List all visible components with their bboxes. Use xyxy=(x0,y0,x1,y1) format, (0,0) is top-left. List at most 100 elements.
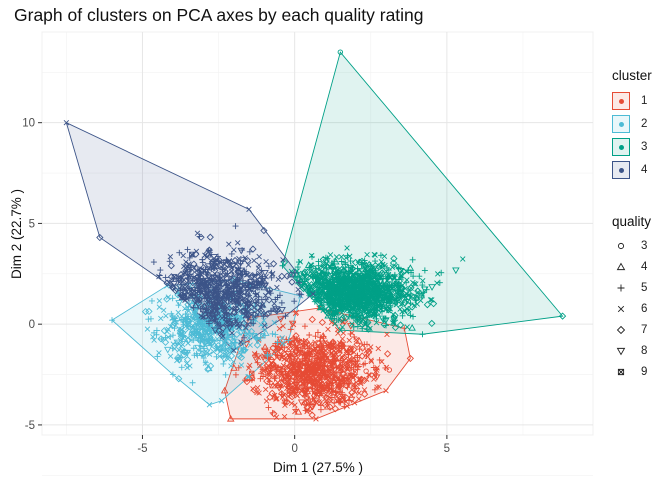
point-cluster-3 xyxy=(364,297,371,304)
point-cluster-1 xyxy=(258,370,265,377)
quality-shape-icon xyxy=(617,242,625,249)
point-cluster-1 xyxy=(264,365,273,372)
point-cluster-2 xyxy=(202,360,209,366)
point-cluster-3 xyxy=(429,300,438,308)
point-cluster-3 xyxy=(362,271,369,278)
point-cluster-1 xyxy=(361,341,368,348)
point-cluster-3 xyxy=(337,316,346,324)
point-cluster-1 xyxy=(295,371,303,378)
point-cluster-3 xyxy=(410,313,417,320)
point-cluster-1 xyxy=(306,331,313,338)
point-cluster-3 xyxy=(414,287,422,295)
point-cluster-3 xyxy=(397,306,403,312)
point-cluster-1 xyxy=(295,384,301,391)
point-cluster-1 xyxy=(318,318,327,327)
point-cluster-1 xyxy=(319,354,326,360)
point-cluster-4 xyxy=(249,285,258,293)
point-cluster-4 xyxy=(211,277,219,285)
point-cluster-1 xyxy=(326,394,332,400)
point-cluster-4 xyxy=(261,269,269,277)
point-cluster-3 xyxy=(299,284,308,293)
point-cluster-3 xyxy=(320,290,328,299)
point-cluster-4 xyxy=(254,272,262,281)
point-cluster-4 xyxy=(212,316,219,323)
point-cluster-4 xyxy=(210,294,217,301)
point-cluster-4 xyxy=(186,254,193,261)
point-cluster-1 xyxy=(302,362,309,369)
point-cluster-1 xyxy=(347,372,353,378)
point-cluster-3 xyxy=(368,267,375,274)
point-cluster-2 xyxy=(210,348,217,355)
point-cluster-4 xyxy=(166,258,173,265)
quality-shape-8 xyxy=(616,347,626,355)
point-cluster-4 xyxy=(162,274,169,281)
point-cluster-3 xyxy=(386,283,393,289)
point-cluster-3 xyxy=(329,294,337,302)
point-cluster-3 xyxy=(332,320,338,327)
point-cluster-4 xyxy=(215,282,223,290)
point-cluster-4 xyxy=(183,259,189,265)
quality-legend-label: 9 xyxy=(641,365,648,378)
point-cluster-1 xyxy=(265,404,272,411)
point-cluster-1 xyxy=(351,400,358,406)
point-cluster-2 xyxy=(144,326,151,332)
point-cluster-4 xyxy=(200,314,206,320)
point-cluster-4 xyxy=(291,298,298,305)
quality-legend-label: 3 xyxy=(641,239,648,252)
point-cluster-1 xyxy=(325,326,331,332)
point-cluster-3 xyxy=(406,264,415,271)
point-cluster-2 xyxy=(238,362,245,368)
point-cluster-3 xyxy=(297,281,306,288)
point-cluster-1 xyxy=(329,371,337,379)
point-cluster-3 xyxy=(322,283,329,290)
point-cluster-2 xyxy=(178,316,185,323)
point-cluster-1 xyxy=(312,362,319,369)
point-cluster-2 xyxy=(269,330,276,337)
point-cluster-3 xyxy=(356,300,364,308)
point-cluster-3 xyxy=(391,271,398,278)
point-cluster-1 xyxy=(288,340,294,346)
point-cluster-3 xyxy=(404,324,410,330)
point-cluster-4 xyxy=(205,247,212,254)
point-cluster-4 xyxy=(193,264,201,272)
point-cluster-3 xyxy=(404,277,410,283)
cluster-legend-item-3: 3 xyxy=(612,135,652,158)
point-cluster-1 xyxy=(346,348,355,356)
point-cluster-2 xyxy=(274,339,281,346)
point-cluster-4 xyxy=(193,280,200,287)
point-cluster-3 xyxy=(322,254,329,261)
point-cluster-1 xyxy=(279,371,286,378)
point-cluster-3 xyxy=(310,264,318,273)
point-cluster-4 xyxy=(249,245,257,253)
point-cluster-4 xyxy=(237,260,244,267)
point-cluster-1 xyxy=(313,355,320,361)
point-cluster-1 xyxy=(322,339,328,345)
point-cluster-1 xyxy=(312,369,320,376)
point-cluster-2 xyxy=(193,350,200,357)
point-cluster-4 xyxy=(176,274,182,280)
point-cluster-3 xyxy=(326,288,333,295)
point-cluster-1 xyxy=(254,389,260,396)
point-cluster-3 xyxy=(367,262,374,269)
point-cluster-2 xyxy=(176,347,182,353)
point-cluster-4 xyxy=(225,276,232,283)
point-cluster-4 xyxy=(219,266,226,273)
point-cluster-1 xyxy=(276,325,283,332)
point-cluster-4 xyxy=(231,247,237,253)
point-cluster-3 xyxy=(347,292,354,299)
point-cluster-2 xyxy=(241,330,248,337)
point-cluster-2 xyxy=(213,353,220,360)
point-cluster-3 xyxy=(405,293,413,301)
point-cluster-3 xyxy=(357,267,363,273)
point-cluster-2 xyxy=(222,371,229,378)
cluster-legend-swatch xyxy=(612,137,630,156)
point-cluster-2 xyxy=(178,364,185,371)
point-cluster-1 xyxy=(331,388,338,394)
point-cluster-3 xyxy=(403,308,412,316)
point-cluster-3 xyxy=(324,293,330,300)
point-cluster-1 xyxy=(270,410,278,418)
point-cluster-3 xyxy=(373,319,380,326)
point-cluster-2 xyxy=(185,340,191,346)
point-cluster-1 xyxy=(350,381,357,387)
point-cluster-1 xyxy=(288,400,295,406)
